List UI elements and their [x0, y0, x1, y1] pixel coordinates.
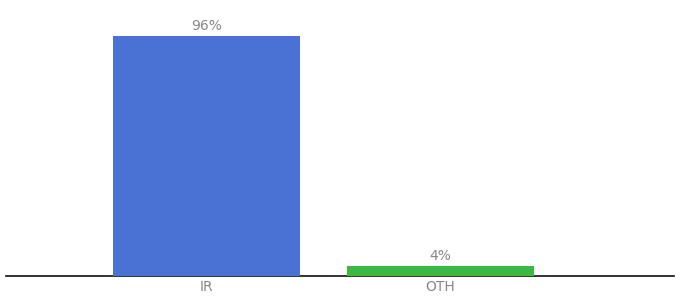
Text: 4%: 4%: [429, 249, 452, 263]
Text: 96%: 96%: [191, 19, 222, 33]
Bar: [113, 36, 300, 276]
Bar: [347, 266, 534, 276]
